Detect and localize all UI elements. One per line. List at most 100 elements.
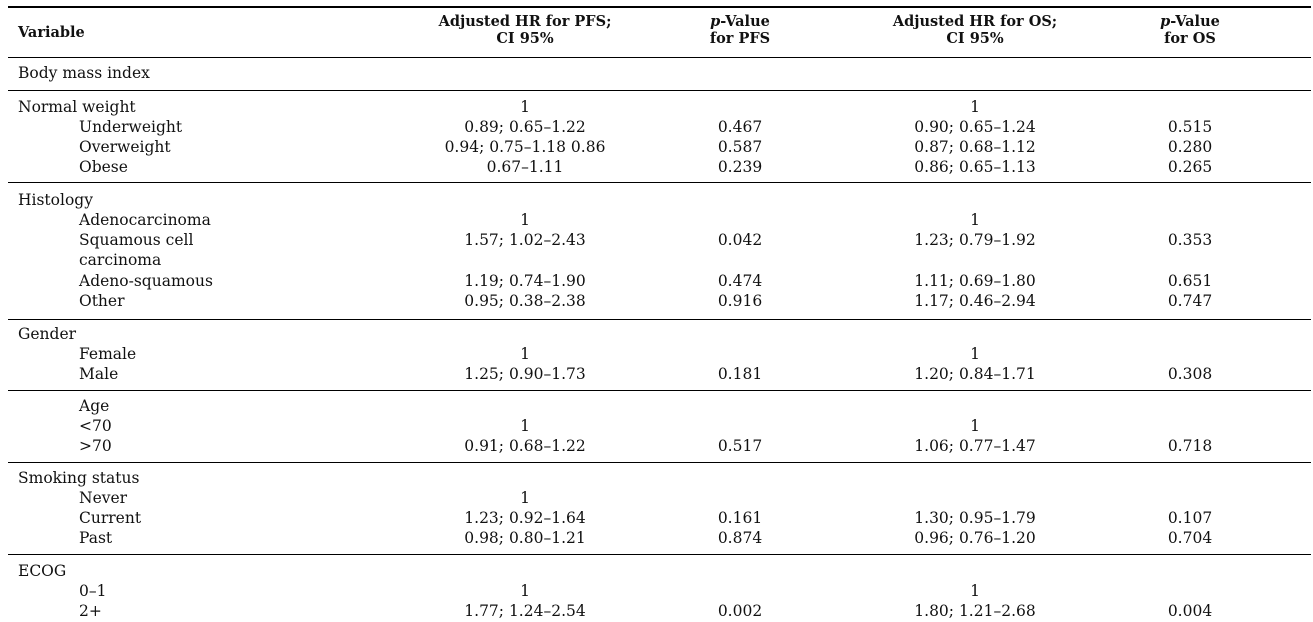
table-row: Female 1 1 xyxy=(0,344,1313,364)
cell-p-os: 0.747 xyxy=(1167,292,1213,310)
cell-variable: ECOG xyxy=(18,562,67,580)
table-row: Smoking status xyxy=(0,468,1313,488)
cell-variable: Female xyxy=(79,345,137,363)
table-row: Underweight 0.89; 0.65–1.22 0.467 0.90; 0.6… xyxy=(0,117,1313,137)
table-row: Histology xyxy=(0,190,1313,210)
cell-variable: carcinoma xyxy=(79,251,162,269)
cell-p-pfs: 0.587 xyxy=(717,138,763,156)
group-rule xyxy=(8,319,1311,320)
table-row: <70 1 1 xyxy=(0,416,1313,436)
cell-hr-os: 1.20; 0.84–1.71 xyxy=(914,365,1036,383)
cell-p-os: 0.515 xyxy=(1167,118,1213,136)
table-row: Adenocarcinoma 1 1 xyxy=(0,210,1313,230)
header-p-value-pfs: p-Value for PFS xyxy=(709,13,771,47)
cell-hr-os: 1 xyxy=(970,98,980,116)
table-row: Age xyxy=(0,396,1313,416)
table-row: Squamous cell 1.57; 1.02–2.43 0.042 1.23; 0… xyxy=(0,230,1313,250)
group-rule xyxy=(8,462,1311,463)
cell-variable: Overweight xyxy=(79,138,171,156)
cell-hr-pfs: 1 xyxy=(520,417,530,435)
cell-hr-os: 1.23; 0.79–1.92 xyxy=(914,231,1036,249)
cell-hr-pfs: 0.94; 0.75–1.18 0.86 xyxy=(444,138,606,156)
cell-hr-pfs: 1.77; 1.24–2.54 xyxy=(464,602,586,620)
cell-hr-os: 0.90; 0.65–1.24 xyxy=(914,118,1036,136)
cell-variable: Other xyxy=(79,292,125,310)
cell-p-os: 0.004 xyxy=(1167,602,1213,620)
cell-variable: Squamous cell xyxy=(79,231,194,249)
cell-variable: >70 xyxy=(79,437,112,455)
group-rule xyxy=(8,90,1311,91)
cell-variable: Smoking status xyxy=(18,469,140,487)
cell-hr-os: 1 xyxy=(970,345,980,363)
header-adjusted-hr-os: Adjusted HR for OS; CI 95% xyxy=(892,13,1058,47)
cell-p-pfs: 0.517 xyxy=(717,437,763,455)
table-row: Current 1.23; 0.92–1.64 0.161 1.30; 0.95–1.… xyxy=(0,508,1313,528)
table-row: Male 1.25; 0.90–1.73 0.181 1.20; 0.84–1.71 0… xyxy=(0,364,1313,384)
cell-hr-pfs: 1.57; 1.02–2.43 xyxy=(464,231,586,249)
table-row: >70 0.91; 0.68–1.22 0.517 1.06; 0.77–1.47 0.… xyxy=(0,436,1313,456)
cell-hr-pfs: 1 xyxy=(520,489,530,507)
cell-p-os: 0.704 xyxy=(1167,529,1213,547)
cell-hr-pfs: 1.19; 0.74–1.90 xyxy=(464,272,586,290)
header-variable: Variable xyxy=(18,24,85,41)
cell-hr-pfs: 1 xyxy=(520,98,530,116)
table-row: Adeno-squamous 1.19; 0.74–1.90 0.474 1.11; … xyxy=(0,271,1313,291)
cell-hr-pfs: 1 xyxy=(520,345,530,363)
cell-hr-os: 1.80; 1.21–2.68 xyxy=(914,602,1036,620)
cell-hr-pfs: 1 xyxy=(520,211,530,229)
table-row: Other 0.95; 0.38–2.38 0.916 1.17; 0.46–2.94… xyxy=(0,291,1313,311)
header-adjusted-hr-pfs: Adjusted HR for PFS; CI 95% xyxy=(438,13,612,47)
cell-hr-os: 1 xyxy=(970,211,980,229)
cell-variable: 2+ xyxy=(79,602,102,620)
cell-p-os: 0.280 xyxy=(1167,138,1213,156)
group-rule xyxy=(8,182,1311,183)
table-row: Overweight 0.94; 0.75–1.18 0.86 0.587 0.87;… xyxy=(0,137,1313,157)
cell-p-os: 0.353 xyxy=(1167,231,1213,249)
cell-variable: Obese xyxy=(79,158,128,176)
group-rule xyxy=(8,390,1311,391)
cell-hr-pfs: 1.25; 0.90–1.73 xyxy=(464,365,586,383)
table-top-rule xyxy=(8,6,1311,8)
cell-variable: 0–1 xyxy=(79,582,107,600)
table-row: 2+ 1.77; 1.24–2.54 0.002 1.80; 1.21–2.68 0.0… xyxy=(0,601,1313,621)
table-row: Normal weight 1 1 xyxy=(0,97,1313,117)
cell-hr-os: 0.96; 0.76–1.20 xyxy=(914,529,1036,547)
cell-hr-os: 1 xyxy=(970,582,980,600)
cell-variable: Never xyxy=(79,489,128,507)
cell-hr-os: 1.11; 0.69–1.80 xyxy=(914,272,1036,290)
table-row: Gender xyxy=(0,324,1313,344)
cell-hr-os: 0.86; 0.65–1.13 xyxy=(914,158,1036,176)
cell-variable: Normal weight xyxy=(18,98,136,116)
cell-p-os: 0.718 xyxy=(1167,437,1213,455)
table-row: Obese 0.67–1.11 0.239 0.86; 0.65–1.13 0.265 xyxy=(0,157,1313,177)
table-row: 0–1 1 1 xyxy=(0,581,1313,601)
cell-hr-pfs: 1 xyxy=(520,582,530,600)
cell-p-pfs: 0.916 xyxy=(717,292,763,310)
table-row: Body mass index xyxy=(0,63,1313,83)
table-row: ECOG xyxy=(0,561,1313,581)
cell-p-pfs: 0.161 xyxy=(717,509,763,527)
cell-p-pfs: 0.042 xyxy=(717,231,763,249)
cell-hr-os: 0.87; 0.68–1.12 xyxy=(914,138,1036,156)
table-row: Never 1 xyxy=(0,488,1313,508)
cell-p-os: 0.107 xyxy=(1167,509,1213,527)
cell-variable: Current xyxy=(79,509,142,527)
cell-p-os: 0.265 xyxy=(1167,158,1213,176)
cell-hr-pfs: 1.23; 0.92–1.64 xyxy=(464,509,586,527)
cell-hr-os: 1.30; 0.95–1.79 xyxy=(914,509,1036,527)
header-rule xyxy=(8,57,1311,58)
cell-variable: Adeno-squamous xyxy=(79,272,213,290)
cell-variable: Past xyxy=(79,529,113,547)
cell-p-pfs: 0.474 xyxy=(717,272,763,290)
cell-p-os: 0.651 xyxy=(1167,272,1213,290)
cell-variable: <70 xyxy=(79,417,112,435)
cell-variable: Underweight xyxy=(79,118,183,136)
cell-variable: Gender xyxy=(18,325,77,343)
cell-hr-pfs: 0.91; 0.68–1.22 xyxy=(464,437,586,455)
cell-p-pfs: 0.874 xyxy=(717,529,763,547)
cell-hr-os: 1 xyxy=(970,417,980,435)
cell-p-pfs: 0.467 xyxy=(717,118,763,136)
cell-variable: Adenocarcinoma xyxy=(79,211,211,229)
cell-p-pfs: 0.181 xyxy=(717,365,763,383)
